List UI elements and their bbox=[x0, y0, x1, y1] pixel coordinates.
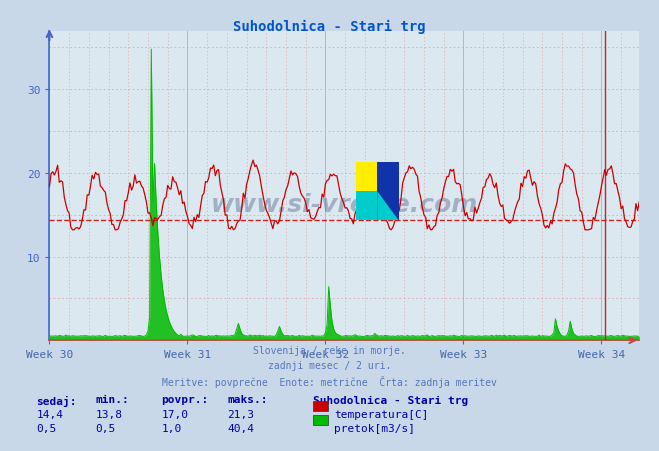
Text: 13,8: 13,8 bbox=[96, 409, 123, 419]
Text: www.si-vreme.com: www.si-vreme.com bbox=[211, 193, 478, 216]
Text: sedaj:: sedaj: bbox=[36, 395, 76, 405]
Text: Slovenija / reke in morje.: Slovenija / reke in morje. bbox=[253, 345, 406, 355]
Polygon shape bbox=[378, 192, 399, 221]
Polygon shape bbox=[378, 162, 399, 221]
Bar bbox=[356, 162, 378, 192]
Text: pretok[m3/s]: pretok[m3/s] bbox=[334, 423, 415, 433]
Bar bbox=[356, 192, 378, 221]
Text: 1,0: 1,0 bbox=[161, 423, 182, 433]
Text: Meritve: povprečne  Enote: metrične  Črta: zadnja meritev: Meritve: povprečne Enote: metrične Črta:… bbox=[162, 375, 497, 387]
Text: 0,5: 0,5 bbox=[96, 423, 116, 433]
Text: Suhodolnica - Stari trg: Suhodolnica - Stari trg bbox=[233, 20, 426, 34]
Text: povpr.:: povpr.: bbox=[161, 395, 209, 405]
Text: 0,5: 0,5 bbox=[36, 423, 57, 433]
Text: temperatura[C]: temperatura[C] bbox=[334, 409, 428, 419]
Text: 17,0: 17,0 bbox=[161, 409, 188, 419]
Text: 14,4: 14,4 bbox=[36, 409, 63, 419]
Text: 21,3: 21,3 bbox=[227, 409, 254, 419]
Text: 40,4: 40,4 bbox=[227, 423, 254, 433]
Text: min.:: min.: bbox=[96, 395, 129, 405]
Text: zadnji mesec / 2 uri.: zadnji mesec / 2 uri. bbox=[268, 360, 391, 370]
Text: Suhodolnica - Stari trg: Suhodolnica - Stari trg bbox=[313, 395, 469, 405]
Text: maks.:: maks.: bbox=[227, 395, 268, 405]
